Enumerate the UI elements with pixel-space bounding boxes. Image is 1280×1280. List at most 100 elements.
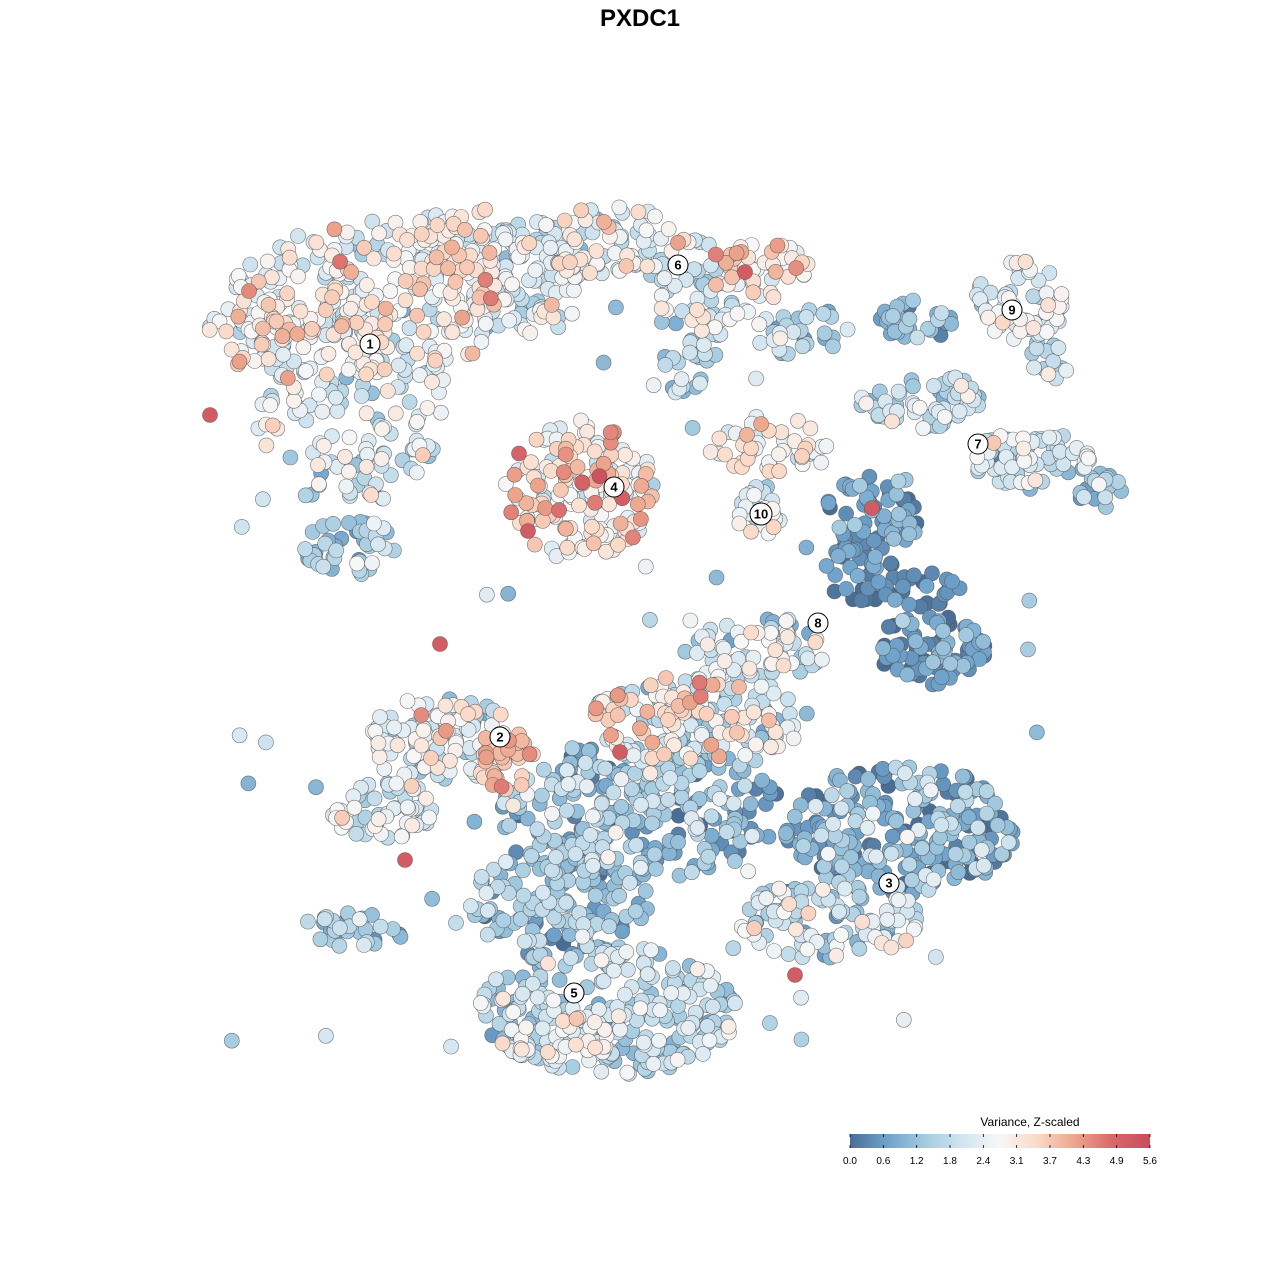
cell-point <box>846 517 863 533</box>
cell-point <box>816 325 833 342</box>
cell-point <box>707 246 724 263</box>
cell-point <box>944 573 960 590</box>
cell-point <box>573 202 590 219</box>
cell-point <box>682 612 699 629</box>
cell-point <box>611 887 628 904</box>
cell-point <box>331 937 348 954</box>
cell-point <box>954 768 971 785</box>
cell-point <box>479 586 495 603</box>
cell-point <box>260 351 277 367</box>
cell-point <box>610 1008 627 1025</box>
cell-point <box>778 613 795 630</box>
cell-point <box>414 447 431 463</box>
cell-point <box>566 231 583 248</box>
cell-point <box>409 345 426 362</box>
cell-point <box>522 325 539 341</box>
cell-point <box>823 787 840 804</box>
cell-point <box>864 500 880 516</box>
cell-point <box>412 281 428 298</box>
cell-point <box>897 765 913 782</box>
cell-point <box>318 366 335 383</box>
cell-point <box>865 805 881 822</box>
cell-point <box>477 201 493 218</box>
colorbar-tick-label: 0.6 <box>876 1156 890 1167</box>
cell-point <box>558 520 574 537</box>
cell-point <box>495 912 512 929</box>
cluster-label-5: 5 <box>563 982 585 1004</box>
cell-point <box>646 846 663 863</box>
cell-point <box>949 798 966 814</box>
cell-point <box>281 249 298 266</box>
cell-point <box>358 366 375 383</box>
cell-point <box>255 491 271 508</box>
cell-point <box>562 254 578 271</box>
cluster-label-text: 4 <box>610 480 618 495</box>
cell-point <box>331 920 348 936</box>
cell-point <box>372 918 389 935</box>
cell-point <box>830 548 847 564</box>
cell-point <box>1025 320 1042 336</box>
cluster-label-marker <box>359 333 381 355</box>
cell-point <box>521 746 538 763</box>
cell-point <box>887 591 903 608</box>
cluster-label-6: 6 <box>667 254 689 276</box>
cell-point <box>680 1020 697 1036</box>
cell-point <box>618 944 635 960</box>
cell-point <box>870 574 887 590</box>
cell-point <box>477 271 494 288</box>
cell-point <box>387 405 404 422</box>
cell-point <box>610 536 626 553</box>
cell-point <box>746 920 763 937</box>
cell-point <box>765 289 782 306</box>
cluster-label-marker <box>878 872 900 894</box>
cell-point <box>882 555 899 572</box>
cell-point <box>595 354 612 371</box>
cell-point <box>625 747 642 764</box>
cell-point <box>820 845 837 862</box>
cell-point <box>568 1036 584 1053</box>
cell-point <box>669 1052 686 1068</box>
cell-point <box>639 966 656 983</box>
cell-point <box>459 259 475 276</box>
cell-point <box>838 581 854 597</box>
cell-point <box>906 567 922 584</box>
cell-point <box>703 827 720 844</box>
cell-point <box>240 775 257 792</box>
cell-point <box>627 903 644 920</box>
cell-point <box>766 943 782 959</box>
cell-point <box>1041 429 1057 446</box>
cell-point <box>828 947 845 964</box>
cell-point <box>820 495 837 511</box>
cell-point <box>978 783 995 800</box>
cell-point <box>242 256 259 273</box>
cell-point <box>1080 450 1097 467</box>
cell-point <box>725 940 742 957</box>
cell-point <box>1058 362 1074 379</box>
cell-point <box>466 813 483 830</box>
cell-point <box>707 319 723 336</box>
cell-point <box>973 842 990 858</box>
cell-point <box>492 706 509 723</box>
cell-point <box>786 808 803 825</box>
cell-point <box>366 515 382 532</box>
cell-point <box>373 451 390 467</box>
cell-point <box>365 250 382 267</box>
cell-point <box>202 407 218 423</box>
cell-point <box>506 466 523 483</box>
cell-point <box>849 567 866 584</box>
cell-point <box>775 657 792 674</box>
cell-point <box>611 199 628 216</box>
cell-point <box>798 705 815 722</box>
cell-point <box>961 834 978 851</box>
cell-point <box>899 666 916 683</box>
cell-point <box>258 734 274 751</box>
cell-point <box>813 454 829 471</box>
cell-point <box>814 651 830 668</box>
cell-point <box>423 750 439 766</box>
cell-point <box>691 674 708 691</box>
cell-point <box>785 324 802 340</box>
cell-point <box>1040 366 1057 383</box>
cell-point <box>609 707 626 724</box>
cell-point <box>401 394 418 410</box>
cell-point <box>772 330 789 347</box>
